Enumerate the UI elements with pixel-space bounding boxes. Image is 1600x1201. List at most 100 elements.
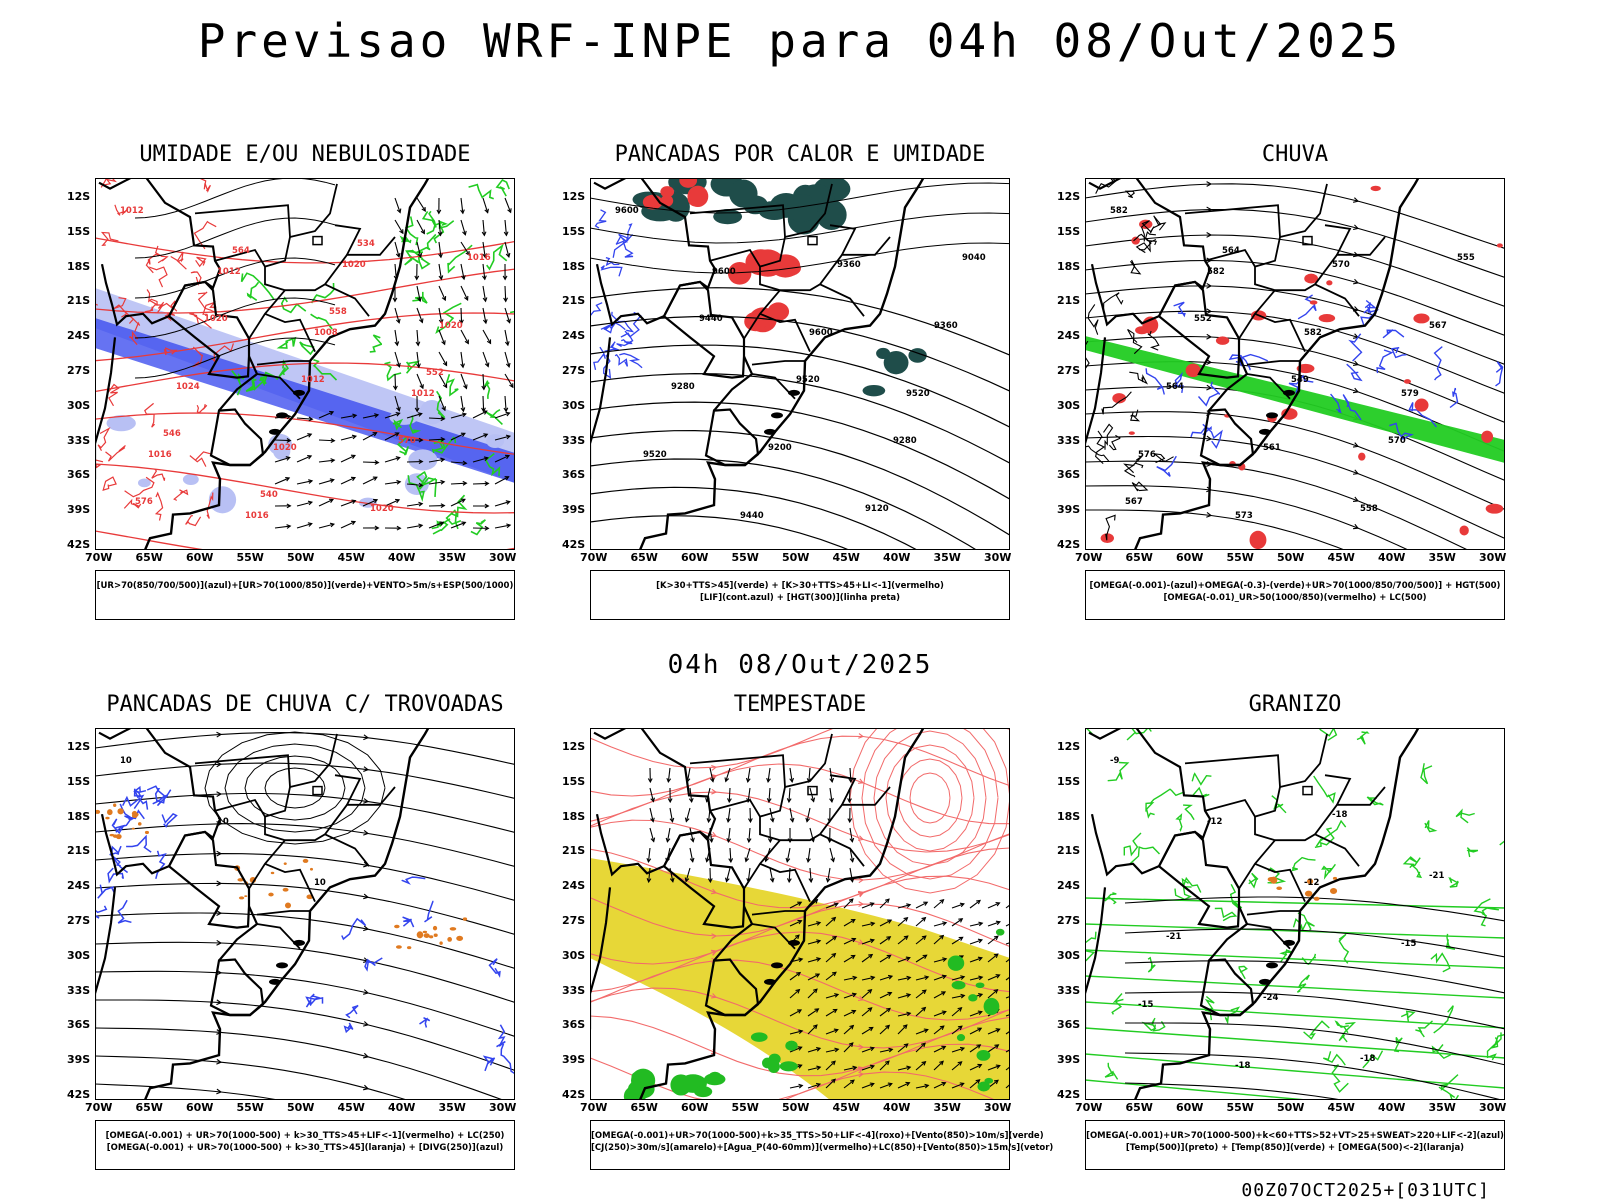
contour-label: 573 (1235, 511, 1253, 521)
lat-label: 42S (67, 538, 90, 551)
contour-label: 9360 (837, 260, 861, 270)
lat-label: 27S (1057, 364, 1080, 377)
lat-label: 33S (1057, 434, 1080, 447)
contour-label: -24 (1263, 993, 1278, 1003)
lat-label: 12S (1057, 190, 1080, 203)
contour-label: 1008 (314, 328, 338, 338)
legend-line: [OMEGA(-0.001)+UR>70(1000-500)+k>35_TTS>… (591, 1130, 1009, 1142)
contour-label: 1012 (411, 389, 435, 399)
lon-label: 45W (338, 551, 365, 564)
lat-label: 27S (562, 914, 585, 927)
lat-label: 36S (67, 468, 90, 481)
lon-label: 65W (1126, 551, 1153, 564)
contour-label: 9600 (615, 206, 639, 216)
contour-label: -18 (1360, 1054, 1375, 1064)
legend-line: [OMEGA(-0.001) + UR>70(1000-500) + k>30_… (96, 1130, 514, 1142)
lat-label: 15S (1057, 775, 1080, 788)
lat-label: 15S (67, 225, 90, 238)
forecast-map: 9600960096009520952094409360936092809200… (590, 178, 1010, 550)
mid-title: 04h 08/Out/2025 (0, 650, 1600, 680)
contour-label: 9600 (712, 267, 736, 277)
lat-label: 30S (562, 949, 585, 962)
contour-label: -18 (1235, 1061, 1250, 1071)
panel-title: CHUVA (1035, 142, 1555, 167)
lat-label: 21S (562, 294, 585, 307)
lat-label: 36S (1057, 1018, 1080, 1031)
legend-line: [K>30+TTS>45](verde) + [K>30+TTS>45+LI<-… (591, 580, 1009, 592)
lon-label: 50W (287, 1101, 314, 1114)
lon-label: 35W (934, 1101, 961, 1114)
lon-label: 70W (1075, 551, 1102, 564)
lon-label: 65W (136, 551, 163, 564)
lon-label: 30W (489, 551, 516, 564)
lon-label: 30W (984, 551, 1011, 564)
contour-label: 9200 (768, 443, 792, 453)
lat-label: 18S (67, 260, 90, 273)
lat-label: 18S (562, 810, 585, 823)
lat-label: 33S (562, 984, 585, 997)
contour-label: 567 (1429, 321, 1447, 331)
lon-label: 45W (833, 1101, 860, 1114)
contour-label: 570 (398, 436, 416, 446)
lat-label: 42S (1057, 1088, 1080, 1101)
lat-label: 21S (1057, 294, 1080, 307)
contour-label: 1012 (301, 375, 325, 385)
lat-label: 12S (562, 190, 585, 203)
legend-line: [OMEGA(-0.01)_UR>50(1000/850)(vermelho) … (1086, 592, 1504, 604)
lon-label: 60W (681, 1101, 708, 1114)
lon-label: 65W (631, 551, 658, 564)
lat-label: 30S (562, 399, 585, 412)
contour-label: 552 (426, 368, 444, 378)
contour-label: 9600 (809, 328, 833, 338)
lat-label: 15S (562, 775, 585, 788)
lat-label: 36S (562, 1018, 585, 1031)
contour-label: -21 (1429, 871, 1444, 881)
lon-label: 70W (580, 1101, 607, 1114)
lon-label: 40W (883, 551, 910, 564)
contour-label: 549 (1291, 375, 1309, 385)
lat-label: 21S (67, 844, 90, 857)
lat-label: 30S (67, 949, 90, 962)
lat-label: 24S (1057, 879, 1080, 892)
contour-label: 564 (1222, 246, 1240, 256)
contour-label: 1016 (148, 450, 172, 460)
lon-label: 50W (1277, 1101, 1304, 1114)
lon-label: 30W (489, 1101, 516, 1114)
lon-label: 30W (1479, 1101, 1506, 1114)
lon-label: 65W (1126, 1101, 1153, 1114)
lon-label: 40W (388, 551, 415, 564)
contour-label: 1020 (273, 443, 297, 453)
contour-label: 1012 (120, 206, 144, 216)
lat-label: 27S (67, 364, 90, 377)
lat-label: 27S (1057, 914, 1080, 927)
legend-box: [OMEGA(-0.001)-(azul)+OMEGA(-0.3)-(verde… (1085, 570, 1505, 620)
lat-label: 15S (1057, 225, 1080, 238)
lon-label: 60W (186, 551, 213, 564)
lon-label: 70W (85, 1101, 112, 1114)
panel-title: PANCADAS DE CHUVA C/ TROVOADAS (45, 692, 565, 717)
lat-label: 24S (562, 879, 585, 892)
panel-title: UMIDADE E/OU NEBULOSIDADE (45, 142, 565, 167)
lon-label: 55W (1227, 1101, 1254, 1114)
lon-label: 30W (984, 1101, 1011, 1114)
lat-label: 30S (1057, 949, 1080, 962)
lat-label: 36S (67, 1018, 90, 1031)
lat-label: 39S (562, 1053, 585, 1066)
lat-label: 42S (67, 1088, 90, 1101)
legend-box: [OMEGA(-0.001)+UR>70(1000-500)+k>35_TTS>… (590, 1120, 1010, 1170)
lat-label: 12S (562, 740, 585, 753)
contour-label: -12 (1207, 817, 1222, 827)
contour-label: 582 (1304, 328, 1322, 338)
contour-label: 9280 (671, 382, 695, 392)
lat-label: 30S (1057, 399, 1080, 412)
lat-label: 15S (67, 775, 90, 788)
contour-label: 567 (1125, 497, 1143, 507)
lon-label: 35W (1429, 551, 1456, 564)
lon-label: 45W (833, 551, 860, 564)
contour-label: -21 (1166, 932, 1181, 942)
lat-label: 42S (562, 538, 585, 551)
contour-label: 564 (1166, 382, 1184, 392)
legend-box: [UR>70(850/700/500)](azul)+[UR>70(1000/8… (95, 570, 515, 620)
